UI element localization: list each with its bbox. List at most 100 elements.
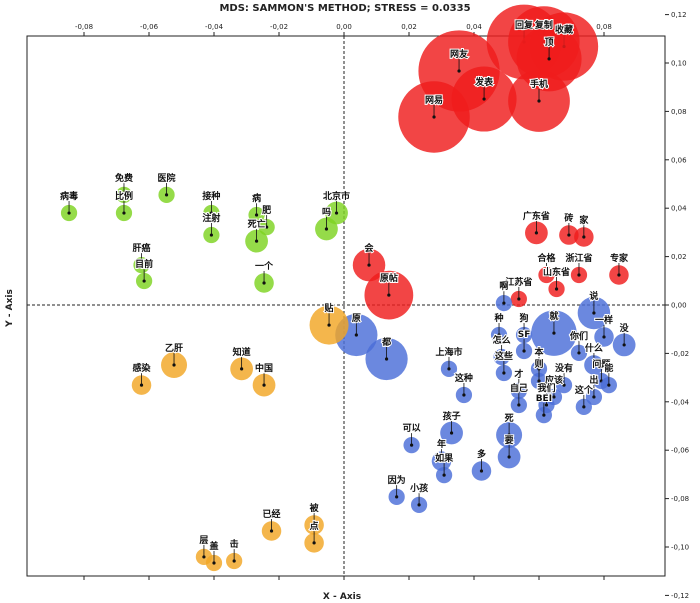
data-point-label: 被 (310, 502, 320, 514)
data-point-label: 山东省 (543, 266, 570, 278)
data-point-label: 我们 (537, 382, 555, 394)
data-point-label: 免费 (115, 172, 133, 184)
data-point-label: 网易 (425, 95, 443, 106)
data-point-label: 就 (549, 310, 558, 322)
data-point-label: 复制 (534, 19, 553, 31)
data-point-label: 肝癌 (133, 242, 151, 254)
data-point-label: 中国 (255, 362, 273, 374)
data-point-label: 会 (365, 242, 375, 254)
data-point-label: 顶 (545, 37, 554, 48)
data-point-label: 你们 (569, 330, 588, 342)
x-tick-label: 0,08 (596, 23, 612, 31)
y-tick-label: 0,10 (671, 60, 687, 68)
data-point-label: BEI (536, 394, 552, 404)
y-tick-label: -0,06 (671, 447, 690, 455)
zero-lines (27, 36, 665, 576)
data-point-label: 已经 (263, 508, 281, 520)
data-point-label: 病 (252, 192, 261, 204)
data-point-label: 接种 (202, 190, 220, 202)
y-tick-label: 0,00 (671, 302, 687, 310)
data-point-label: 吗 (322, 207, 331, 218)
data-point-label: 病毒 (60, 190, 78, 202)
data-point-center (269, 529, 274, 533)
data-point-label: 层 (199, 535, 208, 546)
data-point-label: 专家 (610, 252, 629, 264)
x-tick-label: -0,02 (270, 23, 288, 31)
data-point-label: 原 (352, 313, 361, 324)
axis-ticks: -0,08 -0,06 -0,04 -0,02 0,00 0,02 0,04 0,06 0,08… (75, 11, 690, 600)
data-point-label: 一个 (255, 260, 274, 272)
y-tick-label: -0,04 (671, 398, 690, 406)
y-tick-label: -0,12 (671, 592, 689, 600)
data-point-label: 网友 (450, 48, 468, 60)
y-tick-label: -0,10 (671, 544, 689, 552)
data-point-label: 比例 (115, 190, 133, 202)
x-tick-label: 0,04 (466, 23, 482, 31)
plot-frame (26, 35, 666, 577)
data-point-label: 啊 (499, 280, 508, 292)
data-point-label: 击 (230, 538, 239, 550)
data-point-label: 这种 (455, 372, 473, 384)
data-point-label: 多 (477, 448, 486, 460)
data-point-label: 说 (589, 290, 598, 302)
data-point-label: 点 (310, 520, 319, 532)
data-point-label: 一样 (595, 314, 613, 326)
data-point-label: 没 (620, 322, 630, 334)
data-point-label: 如果 (435, 452, 454, 464)
y-tick-label: -0,02 (671, 350, 689, 358)
data-point-label: 自己 (510, 382, 528, 394)
y-tick-label: 0,02 (671, 253, 687, 261)
data-point-label: 才 (514, 368, 523, 380)
data-point-label: 广东省 (523, 210, 550, 222)
data-point-label: 合格 (537, 252, 556, 264)
data-point-center (212, 561, 216, 565)
y-axis-title: Y - Axis (5, 289, 15, 328)
y-tick-label: 0,04 (671, 205, 687, 213)
data-point-label: 能 (604, 362, 613, 374)
x-tick-label: 0,02 (401, 23, 417, 31)
data-point-label: 什么 (585, 342, 603, 354)
data-point-label: 收藏 (555, 24, 573, 36)
data-point-label: 注射 (202, 212, 220, 224)
x-tick-label: -0,04 (205, 23, 224, 31)
data-point-label: 孩子 (443, 410, 461, 422)
data-point-label: 盖 (209, 540, 218, 552)
data-point-label: 都 (381, 336, 391, 348)
data-point-label: 北京市 (323, 190, 350, 202)
y-tick-label: 0,08 (671, 108, 687, 116)
data-point-label: 本 (534, 346, 544, 358)
data-point-label: 则 (534, 358, 543, 370)
data-point-label: 因为 (388, 474, 406, 486)
data-point-label: 这些 (495, 350, 513, 362)
data-point-label: 发表 (474, 76, 494, 88)
data-point-label: 乙肝 (165, 343, 183, 354)
x-axis-title: X - Axis (323, 592, 361, 602)
x-tick-label: -0,08 (75, 23, 93, 31)
data-point-label: 这个 (575, 384, 594, 396)
data-point-label: 江苏省 (505, 276, 532, 288)
data-point-label: 出 (589, 374, 598, 386)
x-tick-label: 0,00 (336, 23, 352, 31)
data-point-label: 手机 (530, 78, 548, 90)
data-point-label: 种 (494, 312, 504, 324)
y-tick-label: 0,12 (671, 11, 687, 19)
data-point-label: 狗 (520, 312, 529, 324)
data-point-label: 回复 (515, 19, 534, 31)
data-point-label: 问题 (592, 358, 611, 370)
x-tick-label: -0,06 (140, 23, 159, 31)
data-point-label: 可以 (403, 423, 421, 434)
data-point-label: 感染 (133, 362, 152, 374)
data-point-label: 应该 (545, 374, 563, 386)
data-point-label: 死 (504, 413, 514, 424)
data-point-label: 小孩 (409, 482, 428, 494)
data-point-label: 没有 (555, 362, 573, 374)
data-point-label: 砖 (564, 212, 573, 224)
data-point-label: 贴 (325, 302, 334, 314)
y-tick-label: -0,08 (671, 495, 689, 503)
data-point-label: 原帖 (380, 272, 398, 284)
data-point-label: 死亡 (247, 218, 266, 230)
data-point-label: 肥 (262, 205, 271, 216)
y-tick-label: 0,06 (671, 156, 687, 164)
